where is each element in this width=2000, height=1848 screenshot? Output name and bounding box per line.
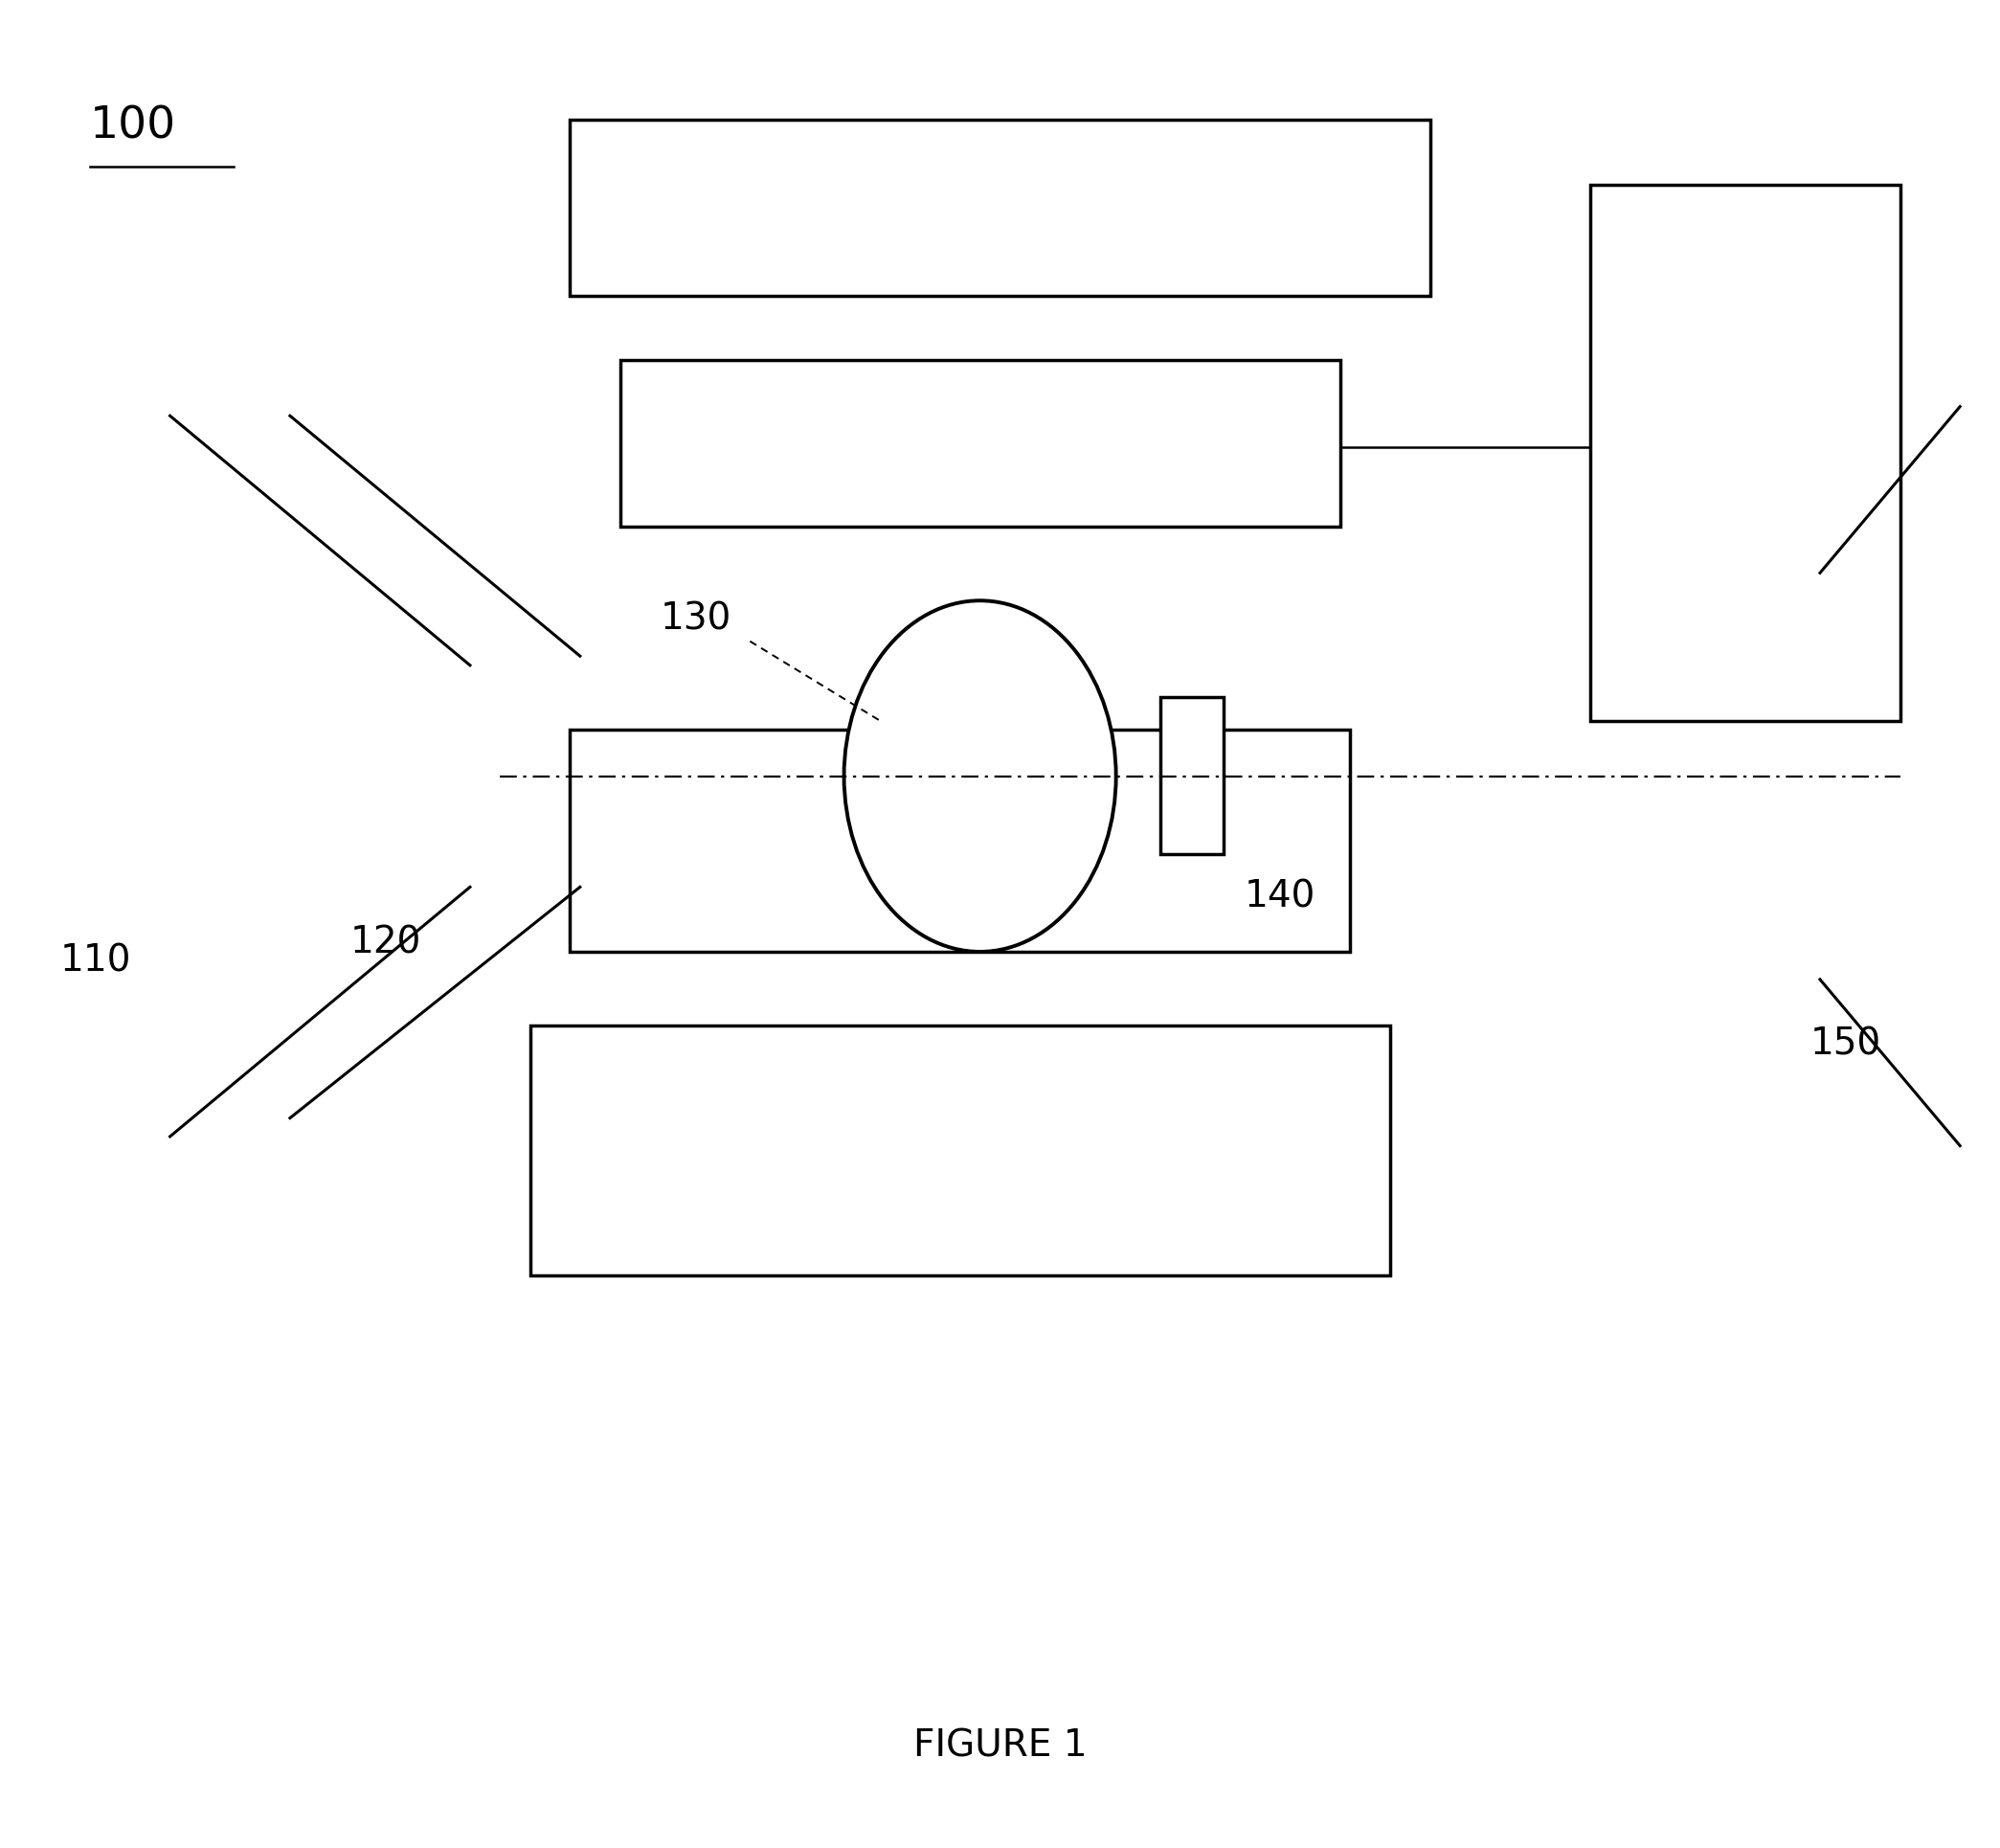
Text: 110: 110	[60, 942, 132, 979]
Bar	[1590, 185, 1900, 721]
Text: 130: 130	[660, 601, 732, 638]
Text: 100: 100	[90, 105, 176, 148]
Text: 150: 150	[1810, 1026, 1882, 1063]
Text: 120: 120	[350, 924, 422, 961]
Text: FIGURE 1: FIGURE 1	[914, 1728, 1086, 1765]
Text: 140: 140	[1244, 878, 1316, 915]
Bar	[570, 120, 1430, 296]
Bar	[530, 1026, 1390, 1275]
Ellipse shape	[844, 601, 1116, 952]
Bar	[1160, 697, 1224, 854]
Bar	[570, 730, 1350, 952]
Bar	[620, 360, 1340, 527]
